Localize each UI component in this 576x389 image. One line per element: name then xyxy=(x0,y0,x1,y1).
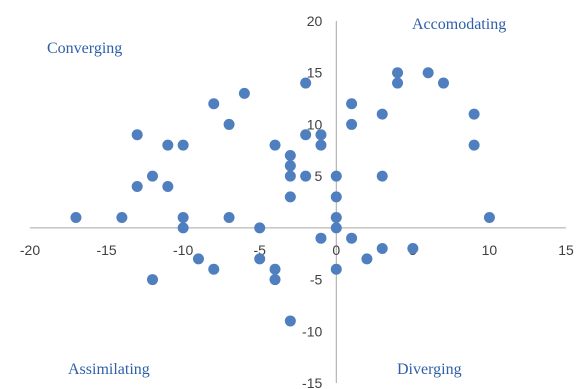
data-point xyxy=(254,222,266,234)
data-point xyxy=(483,212,495,224)
data-point xyxy=(284,170,296,182)
x-tick-label: -15 xyxy=(96,242,116,258)
data-point xyxy=(269,274,281,286)
data-point xyxy=(392,77,404,89)
quadrant-label-top-right: Accomodating xyxy=(412,16,506,33)
data-point xyxy=(300,170,312,182)
data-point xyxy=(162,139,174,151)
data-point xyxy=(192,253,204,265)
y-tick-label: 15 xyxy=(307,65,323,81)
data-point xyxy=(147,274,159,286)
data-point xyxy=(346,232,358,244)
data-point xyxy=(70,212,82,224)
data-point xyxy=(300,77,312,89)
data-point xyxy=(330,191,342,203)
data-point xyxy=(315,232,327,244)
data-point xyxy=(422,67,434,79)
data-point xyxy=(223,212,235,224)
y-tick-label: 5 xyxy=(314,168,322,184)
data-point xyxy=(315,129,327,141)
data-point xyxy=(407,243,419,255)
data-point xyxy=(300,129,312,141)
y-tick-label: -10 xyxy=(302,323,322,339)
x-tick-label: 15 xyxy=(558,242,574,258)
data-point xyxy=(376,108,388,120)
axes xyxy=(30,21,566,383)
data-points xyxy=(70,67,495,327)
data-point xyxy=(376,170,388,182)
data-point xyxy=(392,67,404,79)
data-point xyxy=(376,243,388,255)
data-point xyxy=(238,87,250,99)
data-point xyxy=(284,191,296,203)
x-tick-label: 0 xyxy=(332,242,340,258)
x-tick-label: -10 xyxy=(173,242,193,258)
data-point xyxy=(284,149,296,161)
data-point xyxy=(208,263,220,275)
data-point xyxy=(437,77,449,89)
data-point xyxy=(330,212,342,224)
data-point xyxy=(284,315,296,327)
x-tick-label: -5 xyxy=(253,242,266,258)
y-tick-label: 20 xyxy=(307,13,323,29)
data-point xyxy=(254,253,266,265)
quadrant-label-top-left: Converging xyxy=(47,40,122,57)
data-point xyxy=(208,98,220,110)
data-point xyxy=(468,139,480,151)
data-point xyxy=(177,222,189,234)
y-tick-label: 10 xyxy=(307,116,323,132)
x-tick-labels: -20-15-10-5051015 xyxy=(20,242,574,258)
y-tick-label: -15 xyxy=(302,375,322,389)
quadrant-label-bottom-left: Assimilating xyxy=(68,361,150,378)
data-point xyxy=(147,170,159,182)
data-point xyxy=(162,180,174,192)
data-point xyxy=(330,170,342,182)
data-point xyxy=(131,129,143,141)
data-point xyxy=(346,98,358,110)
data-point xyxy=(315,139,327,151)
data-point xyxy=(284,160,296,172)
quadrant-labels: Converging Accomodating Assimilating Div… xyxy=(47,16,506,378)
quadrant-label-bottom-right: Diverging xyxy=(397,361,462,378)
data-point xyxy=(223,118,235,130)
data-point xyxy=(330,263,342,275)
data-point xyxy=(361,253,373,265)
data-point xyxy=(177,212,189,224)
data-point xyxy=(269,139,281,151)
y-tick-labels: -15 -10 -5 5 10 15 20 xyxy=(302,13,322,389)
x-tick-label: 10 xyxy=(482,242,498,258)
data-point xyxy=(116,212,128,224)
data-point xyxy=(468,108,480,120)
data-point xyxy=(131,180,143,192)
data-point xyxy=(330,222,342,234)
x-tick-label: -20 xyxy=(20,242,40,258)
data-point xyxy=(177,139,189,151)
y-tick-label: -5 xyxy=(310,272,323,288)
data-point xyxy=(346,118,358,130)
data-point xyxy=(269,263,281,275)
